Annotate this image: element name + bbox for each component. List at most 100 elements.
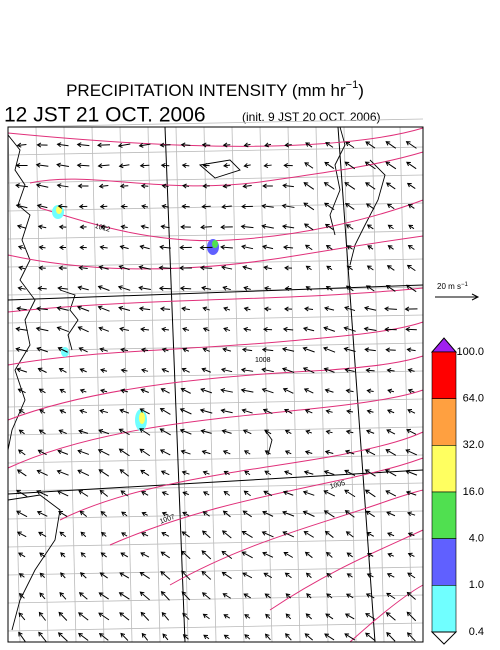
arrow-head [36,510,42,516]
arrow-shaft [16,348,28,352]
arrow-shaft [304,633,314,641]
wind-arrow [262,408,273,414]
wind-arrow [37,224,47,230]
arrow-shaft [264,308,272,310]
wind-arrow [78,204,88,210]
arrow-head [160,162,166,168]
grid-line [7,146,424,156]
wind-arrow [363,326,377,332]
arrow-shaft [344,327,356,332]
arrow-shaft [262,531,274,538]
wind-arrow [221,204,232,210]
arrow-shaft [244,287,251,290]
arrow-shaft [345,510,355,518]
arrow-head [56,469,62,475]
rain-cell [139,412,145,424]
arrow-shaft [223,164,231,167]
arrow-head [222,450,228,455]
wind-arrow [59,531,67,538]
wind-arrow [56,490,69,497]
wind-arrow [384,326,397,332]
wind-arrow [223,634,230,640]
wind-arrow [141,511,148,517]
wind-arrow [242,265,253,271]
wind-arrow [60,572,66,579]
wind-arrow [78,592,88,600]
arrow-head [284,408,289,414]
wind-arrow [263,490,273,497]
wind-arrow [223,490,231,496]
wind-arrow [406,284,417,293]
wind-arrow [302,490,315,496]
arrow-shaft [140,164,150,167]
wind-arrow [38,429,46,435]
arrow-shaft [306,430,312,434]
arrow-head [405,469,411,475]
wind-arrow [202,511,210,517]
arrow-shaft [326,573,333,578]
arrow-head [200,387,206,393]
arrow-shaft [347,245,353,250]
arrow-head [324,161,330,167]
isobar-label: 1005 [329,480,346,491]
arrow-shaft [17,225,27,229]
arrow-head [140,183,146,189]
arrow-shaft [119,164,130,167]
wind-arrow [39,409,46,414]
arrow-shaft [406,284,417,293]
arrow-shaft [182,348,190,352]
arrow-head [261,531,267,536]
wind-arrow [303,223,314,231]
arrow-head [284,450,290,455]
arrow-shaft [346,224,354,230]
isobar [7,235,424,270]
wind-arrow [181,306,190,312]
colorbar-band [431,491,457,539]
wind-arrow [221,265,233,271]
wind-arrow [160,551,170,559]
arrow-head [345,429,351,435]
arrow-shaft [221,409,233,414]
arrow-head [120,224,126,230]
arrow-shaft [77,469,90,477]
arrow-head [38,265,44,271]
arrow-head [98,183,104,189]
arrow-head [18,631,23,637]
wind-arrow [304,633,314,641]
arrow-shaft [99,633,109,641]
arrow-shaft [139,143,151,147]
wind-arrow [264,450,271,455]
arrow-head [262,408,268,414]
arrow-shaft [78,490,89,497]
grid-line [7,566,424,576]
arrow-shaft [77,306,90,312]
arrow-shaft [140,245,150,250]
wind-arrow [119,612,130,621]
arrow-shaft [323,327,336,332]
arrow-head [344,469,350,475]
arrow-head [262,551,268,557]
wind-arrow [282,244,294,250]
arrow-shaft [18,266,26,270]
arrow-head [17,245,23,250]
arrow-shaft [326,552,333,558]
arrow-head [140,388,146,393]
wind-arrow [100,510,108,517]
arrow-shaft [406,491,417,496]
arrow-head [179,285,185,291]
arrow-head [323,490,329,495]
arrow-shaft [201,226,212,228]
arrow-head [302,510,308,516]
arrow-shaft [203,511,210,517]
arrow-shaft [344,182,356,190]
wind-arrow [303,388,314,394]
wind-arrow [365,510,375,518]
arrow-shaft [344,470,356,476]
arrow-head [98,428,104,434]
wind-arrow [181,591,191,601]
wind-arrow [181,550,191,560]
arrow-head [120,347,126,353]
wind-arrow [18,631,26,642]
arrow-head [344,306,350,311]
wind-arrow [262,183,273,189]
